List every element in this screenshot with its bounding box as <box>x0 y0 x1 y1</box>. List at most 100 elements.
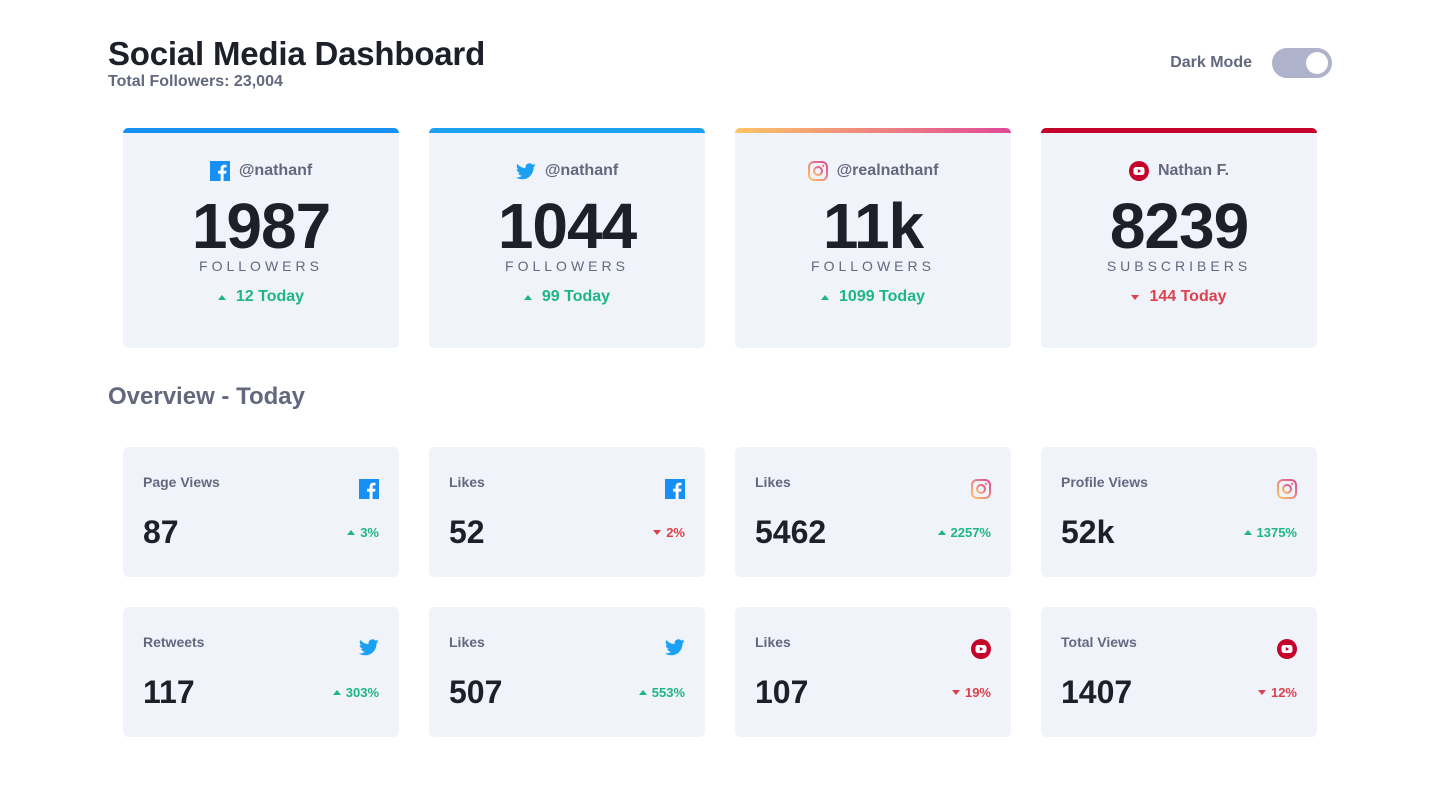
card-youtube[interactable]: Nathan F. 8239 SUBSCRIBERS 144 Today <box>1041 128 1317 348</box>
metric-value: 52 <box>449 514 485 550</box>
metric-change: 1375% <box>1243 525 1297 540</box>
card-instagram[interactable]: @realnathanf 11k FOLLOWERS 1099 Today <box>735 128 1011 348</box>
arrow-down-icon <box>951 690 960 695</box>
metric-change-text: 1375% <box>1256 525 1297 540</box>
overview-card[interactable]: Total Views 1407 12% <box>1041 607 1317 737</box>
follower-count: 11k <box>822 190 924 262</box>
metric-change: 19% <box>951 685 991 700</box>
metric-label: Likes <box>755 634 791 650</box>
metric-value: 87 <box>143 514 179 550</box>
follower-unit: SUBSCRIBERS <box>1106 258 1252 274</box>
arrow-down-icon <box>653 530 662 535</box>
metric-label: Likes <box>755 474 791 490</box>
facebook-icon <box>359 479 379 499</box>
page-title: Social Media Dashboard <box>108 35 486 72</box>
card-accent-bar <box>123 128 399 133</box>
metric-label: Page Views <box>143 474 220 490</box>
youtube-icon <box>971 639 991 659</box>
metric-label: Likes <box>449 474 485 490</box>
overview-card[interactable]: Page Views 87 3% <box>123 447 399 577</box>
daily-change-text: 12 Today <box>235 288 305 305</box>
overview-grid: Page Views 87 3% Likes 52 2% Likes 5462 … <box>123 447 1317 737</box>
card-twitter[interactable]: @nathanf 1044 FOLLOWERS 99 Today <box>429 128 705 348</box>
metric-change-text: 3% <box>360 525 379 540</box>
metric-value: 117 <box>143 674 195 710</box>
arrow-down-icon <box>1131 294 1140 300</box>
dark-mode-label: Dark Mode <box>1170 54 1252 71</box>
overview-title: Overview - Today <box>108 383 305 410</box>
card-accent-bar <box>735 128 1011 133</box>
follower-count: 8239 <box>1109 190 1249 262</box>
metric-label: Likes <box>449 634 485 650</box>
metric-change-text: 303% <box>345 685 379 700</box>
card-accent-bar <box>429 128 705 133</box>
overview-card[interactable]: Likes 52 2% <box>429 447 705 577</box>
twitter-icon <box>358 639 379 656</box>
metric-value: 507 <box>449 674 503 710</box>
metric-value: 52k <box>1061 514 1115 550</box>
metric-change: 2257% <box>937 525 991 540</box>
card-handle: @nathanf <box>123 160 399 182</box>
card-accent-bar <box>1041 128 1317 133</box>
dashboard-header: Social Media Dashboard Total Followers: … <box>108 34 1332 94</box>
card-facebook[interactable]: @nathanf 1987 FOLLOWERS 12 Today <box>123 128 399 348</box>
metric-change: 303% <box>332 685 379 700</box>
metric-label: Total Views <box>1061 634 1137 650</box>
metric-change-text: 19% <box>964 685 991 700</box>
instagram-icon <box>1277 479 1297 499</box>
daily-change: 99 Today <box>429 288 705 306</box>
handle-text: @nathanf <box>238 162 313 179</box>
follower-unit: FOLLOWERS <box>811 258 935 274</box>
handle-text: Nathan F. <box>1157 162 1230 179</box>
handle-text: @realnathanf <box>836 162 939 179</box>
daily-change: 12 Today <box>123 288 399 306</box>
follower-cards: @nathanf 1987 FOLLOWERS 12 Today @nathan… <box>123 128 1317 348</box>
overview-card[interactable]: Likes 507 553% <box>429 607 705 737</box>
metric-change: 12% <box>1257 685 1297 700</box>
instagram-icon <box>971 479 991 499</box>
metric-change: 2% <box>653 525 685 540</box>
metric-change-text: 2% <box>666 525 685 540</box>
arrow-down-icon <box>1257 690 1266 695</box>
daily-change-text: 1099 Today <box>839 288 925 305</box>
daily-change-text: 144 Today <box>1149 288 1227 305</box>
metric-value: 5462 <box>755 514 827 550</box>
metric-change-text: 12% <box>1270 685 1297 700</box>
follower-count: 1044 <box>497 190 637 262</box>
total-followers: Total Followers: 23,004 <box>108 73 283 90</box>
card-handle: @nathanf <box>429 160 705 182</box>
arrow-up-icon <box>332 690 341 695</box>
youtube-icon <box>1128 161 1149 181</box>
overview-card[interactable]: Likes 107 19% <box>735 607 1011 737</box>
youtube-icon <box>1277 639 1297 659</box>
metric-change-text: 553% <box>651 685 685 700</box>
metric-change: 3% <box>347 525 379 540</box>
metric-label: Profile Views <box>1061 474 1148 490</box>
card-handle: @realnathanf <box>735 160 1011 182</box>
follower-unit: FOLLOWERS <box>505 258 629 274</box>
follower-unit: FOLLOWERS <box>199 258 323 274</box>
metric-change-text: 2257% <box>950 525 991 540</box>
arrow-up-icon <box>217 294 226 300</box>
follower-count: 1987 <box>191 190 331 262</box>
instagram-icon <box>807 161 828 181</box>
overview-card[interactable]: Profile Views 52k 1375% <box>1041 447 1317 577</box>
metric-value: 107 <box>755 674 809 710</box>
metric-change: 553% <box>638 685 685 700</box>
daily-change: 144 Today <box>1041 288 1317 306</box>
arrow-up-icon <box>821 294 830 300</box>
dark-mode-control: Dark Mode <box>1170 48 1332 78</box>
facebook-icon <box>209 161 230 181</box>
arrow-up-icon <box>347 530 356 535</box>
twitter-icon <box>664 639 685 656</box>
daily-change: 1099 Today <box>735 288 1011 306</box>
arrow-up-icon <box>523 294 532 300</box>
twitter-icon <box>515 162 536 180</box>
arrow-up-icon <box>1243 530 1252 535</box>
dark-mode-toggle[interactable] <box>1272 48 1332 78</box>
card-handle: Nathan F. <box>1041 160 1317 182</box>
metric-value: 1407 <box>1061 674 1133 710</box>
overview-card[interactable]: Likes 5462 2257% <box>735 447 1011 577</box>
overview-card[interactable]: Retweets 117 303% <box>123 607 399 737</box>
facebook-icon <box>665 479 685 499</box>
